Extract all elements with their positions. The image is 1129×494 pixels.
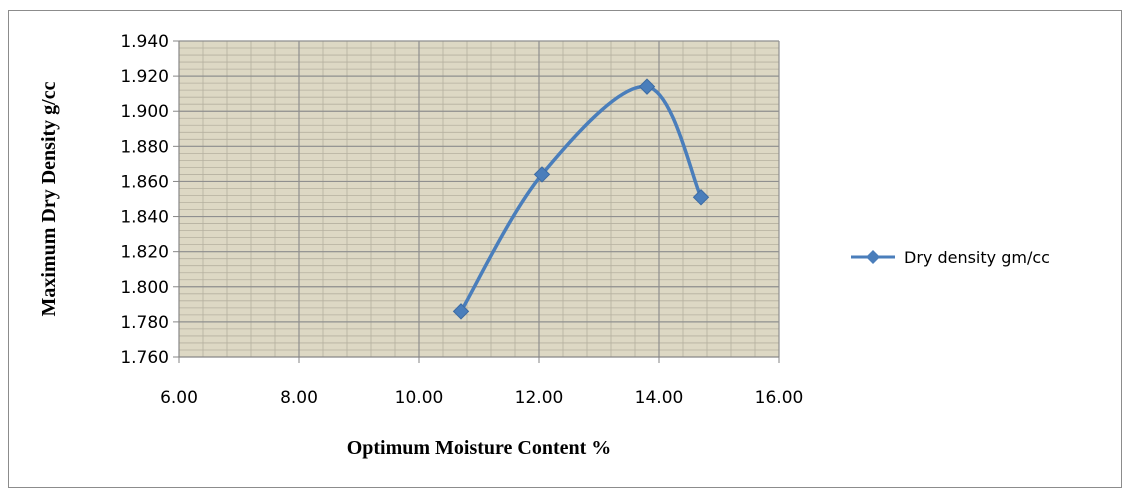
y-tick-label: 1.760 xyxy=(120,348,169,368)
data-point-marker xyxy=(638,78,656,95)
y-axis-ticks: 1.760 1.780 1.800 1.820 1.840 1.860 1.880 1.900… xyxy=(120,32,179,368)
series-layer xyxy=(452,78,710,320)
series-line xyxy=(459,84,703,314)
x-tick-label: 8.00 xyxy=(280,388,318,408)
data-point-marker xyxy=(452,303,470,320)
y-tick-label: 1.940 xyxy=(120,32,169,52)
plot-area-background xyxy=(179,41,779,357)
y-tick-label: 1.860 xyxy=(120,172,169,192)
y-tick-label: 1.820 xyxy=(120,243,169,263)
y-tick-label: 1.920 xyxy=(120,67,169,87)
legend-series-label: Dry density gm/cc xyxy=(904,248,1050,267)
y-tick-label: 1.780 xyxy=(120,313,169,333)
legend: Dry density gm/cc xyxy=(851,248,1050,267)
x-tick-label: 16.00 xyxy=(755,388,804,408)
x-tick-label: 10.00 xyxy=(395,388,444,408)
y-tick-label: 1.800 xyxy=(120,278,169,298)
x-axis-title: Optimum Moisture Content % xyxy=(347,437,612,459)
major-gridlines xyxy=(178,40,780,358)
legend-series-marker xyxy=(866,250,880,264)
scatter-chart: 1.760 1.780 1.800 1.820 1.840 1.860 1.880 1.900… xyxy=(38,32,1050,459)
y-tick-label: 1.880 xyxy=(120,137,169,157)
data-point-marker xyxy=(692,189,710,206)
y-axis-title: Maximum Dry Density g/cc xyxy=(38,81,60,316)
x-tick-label: 12.00 xyxy=(515,388,564,408)
x-tick-label: 14.00 xyxy=(635,388,684,408)
x-axis-ticks: 6.00 8.00 10.00 12.00 14.00 16.00 xyxy=(160,357,803,408)
data-point-marker xyxy=(533,166,551,183)
y-tick-label: 1.840 xyxy=(120,208,169,228)
chart-area: 1.760 1.780 1.800 1.820 1.840 1.860 1.880 1.900… xyxy=(8,10,1122,488)
y-tick-label: 1.900 xyxy=(120,102,169,122)
x-tick-label: 6.00 xyxy=(160,388,198,408)
